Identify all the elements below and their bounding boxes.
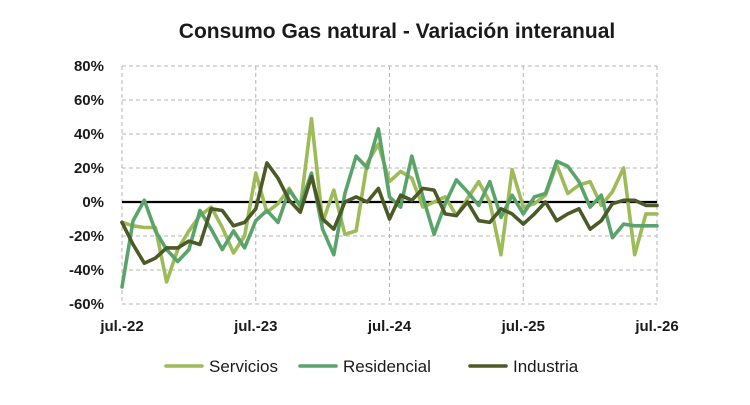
- series-layer: [120, 116, 659, 289]
- legend: Servicios Residencial Industria: [164, 357, 579, 376]
- legend-label-residencial: Residencial: [343, 357, 431, 376]
- y-tick-label: -40%: [69, 262, 104, 279]
- chart-title: Consumo Gas natural - Variación interanu…: [179, 20, 615, 43]
- x-tick-label: jul.-25: [501, 318, 545, 335]
- series-line-residencial: [120, 127, 659, 289]
- y-tick-label: -20%: [69, 228, 104, 245]
- y-tick-label: 20%: [74, 160, 104, 177]
- gridlines: [121, 65, 658, 305]
- legend-label-industria: Industria: [513, 357, 579, 376]
- x-tick-label: jul.-24: [367, 318, 412, 335]
- y-tick-label: 0%: [82, 194, 104, 211]
- x-tick-label: jul.-26: [634, 318, 678, 335]
- y-axis-ticks: -60% -40% -20% 0% 20% 40% 60% 80%: [69, 58, 104, 313]
- x-tick-label: jul.-22: [99, 318, 143, 335]
- y-tick-label: 80%: [74, 58, 104, 75]
- x-tick-label: jul.-23: [233, 318, 277, 335]
- legend-label-servicios: Servicios: [209, 357, 278, 376]
- y-tick-label: 60%: [74, 92, 104, 109]
- y-tick-label: 40%: [74, 126, 104, 143]
- y-tick-label: -60%: [69, 296, 104, 313]
- series-line-industria: [120, 161, 659, 266]
- x-axis-ticks: jul.-22 jul.-23 jul.-24 jul.-25 jul.-26: [99, 318, 678, 335]
